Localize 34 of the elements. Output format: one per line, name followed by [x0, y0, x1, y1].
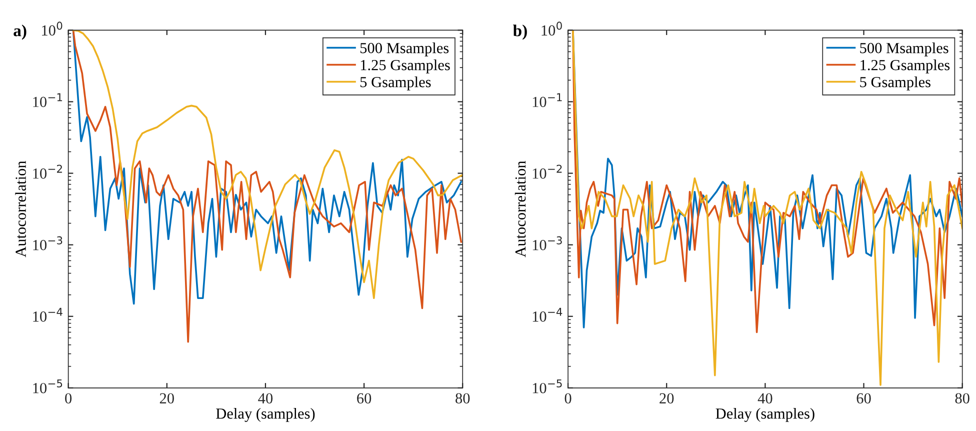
y-tick-label: 10$^{−2}$ [33, 164, 62, 179]
x-tick-label: 60 [856, 393, 871, 404]
x-tick-label: 0 [65, 393, 72, 404]
legend-label: 500 Msamples [360, 42, 449, 56]
y-tick-label: 10$^{−3}$ [532, 236, 562, 250]
legend-label: 5 Gsamples [360, 76, 431, 90]
x-tick-label: 20 [160, 393, 174, 404]
y-tick-label: 10$^{−4}$ [33, 308, 62, 322]
x-tick-label: 0 [564, 393, 572, 404]
y-tick-label: 10$^{−1}$ [532, 93, 562, 108]
y-tick-label: 10$^{−5}$ [33, 379, 62, 394]
legend-label: 1.25 Gsamples [360, 59, 450, 74]
legend-label: 500 Msamples [860, 42, 948, 56]
y-tick-label: 10$^{−4}$ [532, 308, 562, 322]
y-tick-label: 10$^{0}$ [542, 22, 562, 36]
x-tick-label: 20 [660, 393, 674, 404]
y-tick-label: 10$^{0}$ [42, 22, 62, 36]
y-tick-label: 10$^{−3}$ [33, 236, 62, 250]
y-tick-label: 10$^{−1}$ [33, 93, 62, 108]
y-axis-title: Autocorrelation [15, 160, 26, 258]
x-tick-label: 80 [456, 393, 470, 404]
legend-label: 1.25 Gsamples [860, 59, 950, 74]
x-tick-label: 60 [357, 393, 372, 404]
x-tick-label: 40 [258, 393, 273, 404]
chart-title: b) [513, 24, 527, 40]
y-tick-label: 10$^{−5}$ [532, 379, 562, 394]
y-axis-title: Autocorrelation [514, 160, 526, 258]
y-tick-label: 10$^{−2}$ [532, 164, 562, 179]
chart-title: a) [14, 24, 26, 40]
x-axis-title: Delay (samples) [216, 408, 315, 422]
x-tick-label: 40 [758, 393, 772, 404]
legend-label: 5 Gsamples [860, 76, 930, 90]
x-axis-title: Delay (samples) [716, 408, 814, 422]
x-tick-label: 80 [955, 393, 970, 404]
